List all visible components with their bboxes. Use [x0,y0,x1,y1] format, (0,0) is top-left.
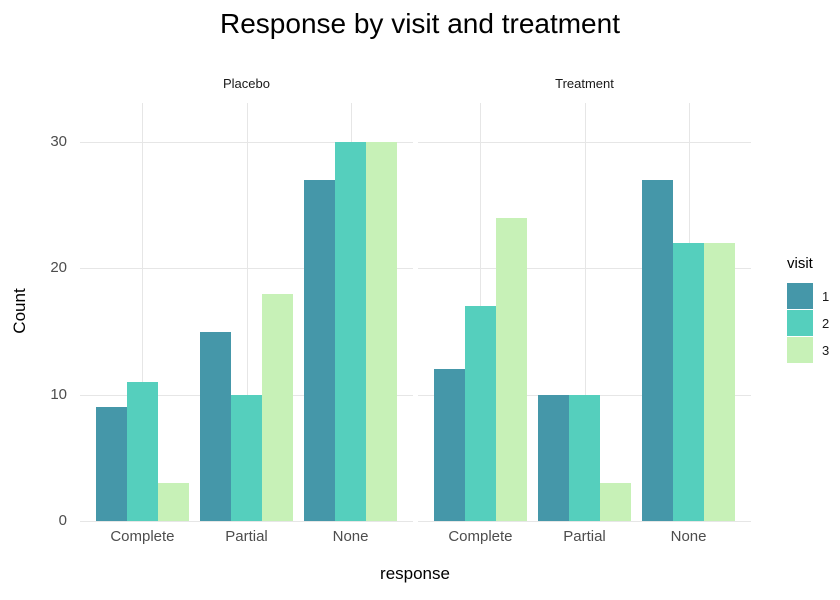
bar [672,243,705,521]
bar [95,407,127,521]
x-tick-label: Partial [563,528,606,545]
y-axis-title: Count [10,288,29,334]
legend-swatch [787,310,813,336]
bar [704,243,736,521]
legend-key-label: 3 [822,342,830,358]
plot-title: Response by visit and treatment [220,8,620,39]
gridline-vertical [142,103,144,521]
bar [464,306,497,521]
bar [158,483,190,521]
y-tick-label: 20 [50,259,67,277]
legend-swatch [787,337,813,363]
x-tick-label: Partial [225,528,268,545]
legend-key: 2 [787,310,829,336]
bar [262,293,294,521]
gridline-vertical [246,103,248,521]
facet-panel-placebo: Complete Partial None [80,103,413,545]
x-tick-label: None [332,528,369,545]
legend-title: visit [787,255,813,272]
legend: visit 1 2 3 [787,255,829,364]
legend-key-label: 2 [822,315,830,331]
x-tick-label: Complete [448,528,513,545]
bar [641,180,673,521]
legend-swatch [787,283,813,309]
gridline-vertical [584,103,586,521]
bar [600,483,632,521]
facet-strip-placebo: Placebo [223,76,270,91]
gridline-horizontal [418,521,751,522]
legend-key-label: 1 [822,288,830,304]
legend-key: 1 [787,283,829,309]
facet-strip-treatment: Treatment [555,76,614,91]
x-axis-title: response [380,564,450,583]
y-tick-label: 10 [50,385,67,403]
bar [303,180,335,521]
bar [568,394,601,521]
facet-panel-treatment: Complete Partial None [418,103,751,545]
bar [496,217,528,521]
bar [199,331,231,521]
bar [433,369,465,521]
bar [230,394,263,521]
legend-keys: 1 2 3 [787,283,829,363]
bar [366,142,398,521]
legend-key: 3 [787,337,829,363]
gridline-horizontal [80,521,413,522]
y-tick-label: 30 [50,133,67,151]
y-tick-label: 0 [58,512,67,529]
x-tick-label: Complete [110,528,175,545]
x-tick-label: None [670,528,707,545]
bar [126,382,159,521]
bar [334,142,367,521]
bar [537,394,569,521]
